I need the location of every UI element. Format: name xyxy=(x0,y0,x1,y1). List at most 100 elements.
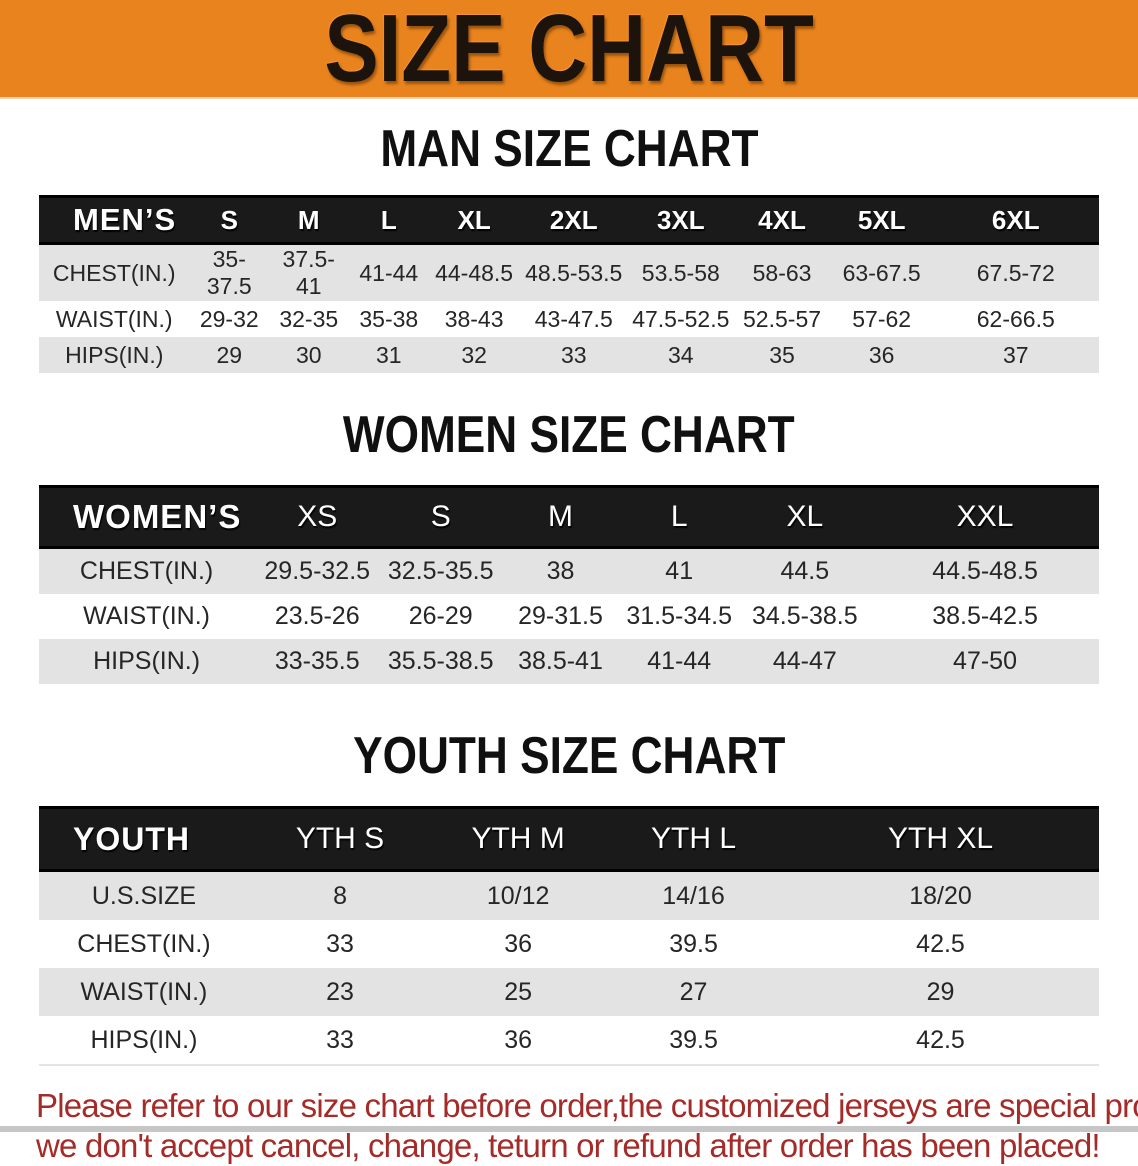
size-cell: 39.5 xyxy=(669,929,718,958)
size-cell: 32-35 xyxy=(279,305,339,332)
size-cell: 33 xyxy=(326,1025,354,1054)
size-cell: 38.5-42.5 xyxy=(932,602,1038,630)
size-cell: 44-47 xyxy=(772,647,837,675)
column-header-women-2: M xyxy=(501,485,620,549)
size-cell: 42.5 xyxy=(916,1025,965,1054)
row-label: HIPS(IN.) xyxy=(90,1025,198,1054)
table-row: CHEST(IN.) 29.5-32.5 32.5-35.5 38 41 44.5 44.5… xyxy=(39,547,1099,594)
size-cell: 35-37.5 xyxy=(206,246,252,299)
column-header-women-1: S xyxy=(380,485,502,549)
size-cell: 32 xyxy=(461,341,487,368)
youth-size-section: YOUTH SIZE CHART YOUTH YTH S YTH M YTH L YTH … xyxy=(0,730,1138,1066)
size-cell: 18/20 xyxy=(909,881,972,910)
size-cell: 38-43 xyxy=(444,305,504,332)
women-size-section: WOMEN SIZE CHART WOMEN’S XS S M L XL XXL CHEST(I… xyxy=(0,409,1138,684)
header-band-row: MEN’S S M L XL 2XL 3XL 4XL 5XL 6XL xyxy=(39,195,1099,245)
column-header-man-7: 5XL xyxy=(830,195,933,245)
size-cell: 62-66.5 xyxy=(976,305,1055,332)
size-cell: 37.5-41 xyxy=(282,246,335,299)
banner: SIZE CHART xyxy=(0,0,1138,97)
table-row: CHEST(IN.) 33 36 39.5 42.5 xyxy=(39,920,1099,968)
youth-section-heading: YOUTH SIZE CHART xyxy=(0,730,1138,782)
size-cell: 35.5-38.5 xyxy=(387,647,494,675)
table-row: HIPS(IN.) 33-35.5 35.5-38.5 38.5-41 41-44 44-… xyxy=(39,639,1099,684)
size-cell: 48.5-53.5 xyxy=(525,259,623,286)
column-header-women-3: L xyxy=(619,485,739,549)
size-cell: 36 xyxy=(868,341,895,368)
man-section-heading: MAN SIZE CHART xyxy=(0,123,1138,175)
size-cell: 58-63 xyxy=(752,259,812,286)
women-table-title: WOMEN’S xyxy=(39,485,255,549)
row-label: WAIST(IN.) xyxy=(55,305,173,332)
size-cell: 33 xyxy=(560,341,587,368)
section-heading-text: MAN SIZE CHART xyxy=(379,120,759,178)
size-cell: 34 xyxy=(668,341,694,368)
size-cell: 23 xyxy=(326,977,354,1006)
size-cell: 41-44 xyxy=(359,259,419,286)
header-band-row: YOUTH YTH S YTH M YTH L YTH XL xyxy=(39,806,1099,872)
banner-title: SIZE CHART xyxy=(324,0,814,102)
size-cell: 63-67.5 xyxy=(842,259,921,286)
man-table-title: MEN’S xyxy=(39,195,190,245)
table-row: HIPS(IN.) 33 36 39.5 42.5 xyxy=(39,1016,1099,1065)
size-cell: 34.5-38.5 xyxy=(751,602,858,630)
size-cell: 29.5-32.5 xyxy=(264,557,371,585)
man-size-section: MAN SIZE CHART MEN’S S M L XL 2XL 3XL 4XL 5XL 6XL C… xyxy=(0,123,1138,373)
youth-table-title: YOUTH xyxy=(39,806,249,872)
size-cell: 23.5-26 xyxy=(274,602,360,630)
row-label: U.S.SIZE xyxy=(91,881,197,910)
column-header-women-0: XS xyxy=(254,485,381,549)
size-cell: 47.5-52.5 xyxy=(632,305,730,332)
size-cell: 38.5-41 xyxy=(518,647,603,675)
size-cell: 29 xyxy=(216,341,243,368)
row-label: CHEST(IN.) xyxy=(79,557,214,585)
size-cell: 52.5-57 xyxy=(743,305,822,332)
column-header-man-6: 4XL xyxy=(733,195,831,245)
column-header-man-3: XL xyxy=(429,195,520,245)
size-cell: 27 xyxy=(679,977,708,1006)
size-cell: 8 xyxy=(333,881,347,910)
size-cell: 29-32 xyxy=(199,305,259,332)
column-header-youth-1: YTH M xyxy=(431,806,606,872)
size-cell: 37 xyxy=(1002,341,1029,368)
column-header-man-2: L xyxy=(348,195,430,245)
column-header-youth-3: YTH XL xyxy=(782,806,1099,872)
size-cell: 36 xyxy=(504,1025,532,1054)
row-label: WAIST(IN.) xyxy=(83,602,210,630)
header-band-row: WOMEN’S XS S M L XL XXL xyxy=(39,485,1099,549)
size-cell: 53.5-58 xyxy=(641,259,720,286)
disclaimer-line-1: Please refer to our size chart before or… xyxy=(36,1087,1138,1124)
column-header-man-0: S xyxy=(189,195,270,245)
table-row: WAIST(IN.) 23 25 27 29 xyxy=(39,968,1099,1016)
bottom-edge-strip xyxy=(0,1126,1138,1132)
table-row: CHEST(IN.) 35-37.5 37.5-41 41-44 44-48.5 48.5… xyxy=(39,243,1099,301)
row-label: CHEST(IN.) xyxy=(77,929,211,958)
size-cell: 38 xyxy=(546,557,575,585)
row-label: WAIST(IN.) xyxy=(80,977,208,1006)
column-header-man-4: 2XL xyxy=(519,195,629,245)
size-cell: 30 xyxy=(295,341,322,368)
size-cell: 41 xyxy=(665,557,694,585)
youth-size-table: YOUTH YTH S YTH M YTH L YTH XL U.S.SIZE 8 10/12… xyxy=(39,806,1099,1066)
size-cell: 31.5-34.5 xyxy=(626,602,733,630)
size-cell: 33-35.5 xyxy=(274,647,360,675)
size-cell: 33 xyxy=(326,929,354,958)
size-cell: 36 xyxy=(504,929,532,958)
size-cell: 44.5 xyxy=(780,557,830,585)
women-section-heading: WOMEN SIZE CHART xyxy=(0,409,1138,461)
column-header-youth-0: YTH S xyxy=(248,806,432,872)
column-header-women-4: XL xyxy=(738,485,872,549)
size-cell: 57-62 xyxy=(852,305,912,332)
size-cell: 31 xyxy=(375,341,402,368)
column-header-youth-2: YTH L xyxy=(605,806,783,872)
size-cell: 14/16 xyxy=(662,881,725,910)
size-cell: 44-48.5 xyxy=(435,259,514,286)
row-label: CHEST(IN.) xyxy=(52,259,176,286)
table-row: WAIST(IN.) 23.5-26 26-29 29-31.5 31.5-34.5 34… xyxy=(39,594,1099,639)
women-size-table: WOMEN’S XS S M L XL XXL CHEST(IN.) 29.5-32.5 32.5… xyxy=(39,485,1099,684)
size-cell: 44.5-48.5 xyxy=(932,557,1038,585)
table-row: U.S.SIZE 8 10/12 14/16 18/20 xyxy=(39,870,1099,920)
table-row: WAIST(IN.) 29-32 32-35 35-38 38-43 43-47.5 47.… xyxy=(39,301,1099,337)
size-cell: 42.5 xyxy=(916,929,965,958)
size-cell: 35-38 xyxy=(359,305,419,332)
